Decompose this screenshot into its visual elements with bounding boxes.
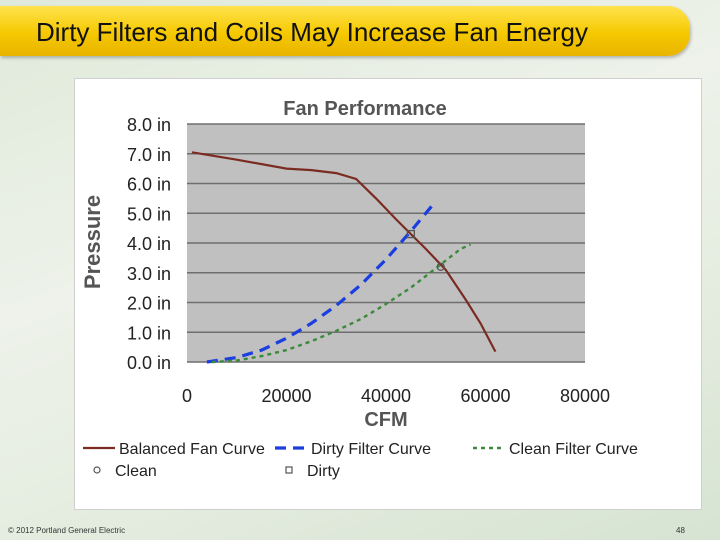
chart-frame: Fan Performance 0.0 in 1.0 in 2.0 in 3.0 in…: [74, 78, 702, 510]
marker-clean: [436, 262, 445, 271]
series-dirty-filter-curve: [206, 200, 438, 364]
legend-clean-label: Clean: [115, 463, 157, 480]
y-tick-label: 2.0 in: [127, 294, 171, 314]
plot-area: [187, 123, 585, 364]
page-number: 48: [676, 526, 685, 535]
y-axis-ticks: 0.0 in 1.0 in 2.0 in 3.0 in 4.0 in 5.0 in 6.0 …: [127, 115, 171, 373]
x-tick-label: 40000: [361, 386, 411, 406]
x-tick-label: 20000: [261, 386, 311, 406]
y-axis-label: Pressure: [80, 195, 105, 289]
slide-title: Dirty Filters and Coils May Increase Fan…: [36, 17, 588, 47]
x-tick-label: 60000: [460, 386, 510, 406]
legend-clean-filter-curve-label: Clean Filter Curve: [509, 441, 638, 458]
y-tick-label: 8.0 in: [127, 115, 171, 135]
y-tick-label: 7.0 in: [127, 145, 171, 165]
legend-dirty-key: [285, 466, 293, 474]
legend-balanced-fan-curve-label: Balanced Fan Curve: [119, 441, 265, 458]
y-tick-label: 0.0 in: [127, 353, 171, 373]
y-tick-label: 6.0 in: [127, 175, 171, 195]
y-tick-label: 3.0 in: [127, 264, 171, 284]
y-tick-label: 4.0 in: [127, 234, 171, 254]
y-tick-label: 5.0 in: [127, 204, 171, 224]
x-tick-label: 80000: [560, 386, 610, 406]
footer-copyright: © 2012 Portland General Electric: [8, 526, 126, 535]
legend-clean-key: [93, 466, 101, 474]
fan-performance-chart: Fan Performance 0.0 in 1.0 in 2.0 in 3.0 in…: [80, 98, 638, 480]
marker-dirty: [406, 229, 416, 239]
chart-title: Fan Performance: [283, 98, 446, 120]
x-axis-ticks: 0 20000 40000 60000 80000: [182, 386, 610, 406]
title-bar: [0, 6, 690, 56]
legend: Balanced Fan Curve Dirty Filter Curve Clea…: [83, 441, 638, 480]
x-axis-label: CFM: [364, 409, 407, 431]
legend-dirty-label: Dirty: [307, 463, 340, 480]
y-tick-label: 1.0 in: [127, 323, 171, 343]
legend-dirty-filter-curve-label: Dirty Filter Curve: [311, 441, 431, 458]
x-tick-label: 0: [182, 386, 192, 406]
series-balanced-fan-curve: [191, 151, 497, 353]
